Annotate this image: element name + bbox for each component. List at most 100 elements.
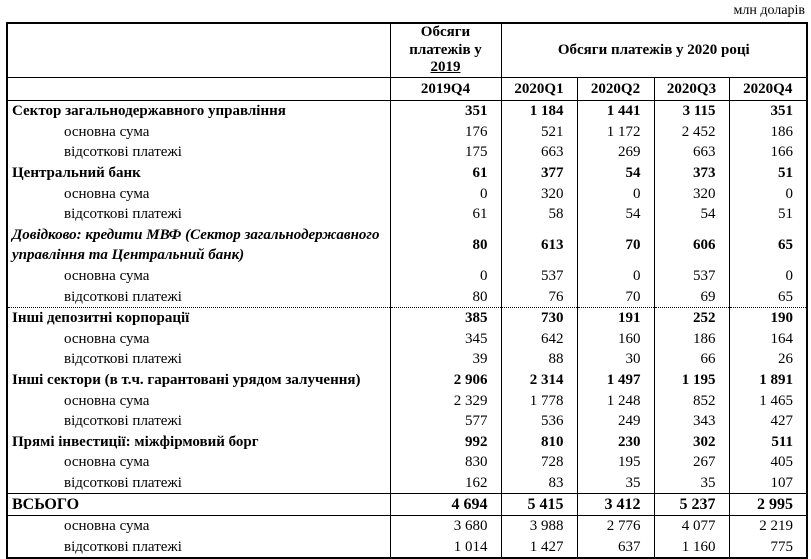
cell-value: 0 xyxy=(728,183,808,204)
cell-value: 1 172 xyxy=(576,121,654,143)
cell-value: 2 995 xyxy=(728,493,808,516)
cell-value: 377 xyxy=(500,162,577,184)
sub-row: відсоткові платежі 61 58 54 54 51 xyxy=(7,203,808,225)
cell-value: 0 xyxy=(389,265,501,287)
cell-value: 65 xyxy=(728,286,808,308)
section-row: Центральний банк 61 377 54 373 51 xyxy=(7,162,808,184)
cell-value: 536 xyxy=(500,410,577,432)
quarter-header-2020q4: 2020Q4 xyxy=(728,77,808,101)
cell-value: 61 xyxy=(389,162,501,184)
cell-value: 83 xyxy=(500,472,577,494)
cell-value: 5 415 xyxy=(500,493,577,516)
cell-value: 80 xyxy=(389,224,501,266)
row-label: Довідково: кредити МВФ (Сектор загальнод… xyxy=(12,226,380,264)
cell-value: 992 xyxy=(389,431,501,453)
header-quarter-row: 2019Q4 2020Q1 2020Q2 2020Q3 2020Q4 xyxy=(7,77,808,101)
section-row: Інші депозитні корпорації 385 730 191 252 190 xyxy=(7,307,808,329)
cell-value: 1 465 xyxy=(728,390,808,411)
cell-value: 343 xyxy=(653,410,729,432)
cell-value: 39 xyxy=(389,349,501,370)
row-label: відсоткові платежі xyxy=(64,413,182,430)
sub-row: відсоткові платежі 80 76 70 69 65 xyxy=(7,286,808,308)
cell-value: 35 xyxy=(576,472,654,494)
cell-value: 1 160 xyxy=(653,536,729,559)
cell-value: 3 680 xyxy=(389,515,501,537)
cell-value: 0 xyxy=(389,183,501,204)
cell-value: 2 452 xyxy=(653,121,729,143)
cell-value: 320 xyxy=(500,183,577,204)
cell-value: 166 xyxy=(728,142,808,163)
sub-row: основна сума 345 642 160 186 164 xyxy=(7,328,808,350)
row-label: основна сума xyxy=(64,330,150,347)
cell-value: 2 219 xyxy=(728,515,808,537)
section-row: Прямі інвестиції: міжфірмовий борг 992 810… xyxy=(7,431,808,453)
row-label: Інші сектори (в т.ч. гарантовані урядом … xyxy=(12,372,361,389)
payments-table: Обсяги платежів у 2019 Обсяги платежів у… xyxy=(6,22,809,559)
cell-value: 186 xyxy=(653,328,729,350)
cell-value: 164 xyxy=(728,328,808,350)
cell-value: 76 xyxy=(500,286,577,308)
cell-value: 186 xyxy=(728,121,808,143)
quarter-header-2020q2: 2020Q2 xyxy=(576,77,654,101)
cell-value: 1 184 xyxy=(500,100,577,122)
cell-value: 642 xyxy=(500,328,577,350)
cell-value: 775 xyxy=(728,536,808,559)
cell-value: 54 xyxy=(576,162,654,184)
cell-value: 4 077 xyxy=(653,515,729,537)
quarter-header-2019q4: 2019Q4 xyxy=(389,77,501,101)
cell-value: 249 xyxy=(576,410,654,432)
sub-row: основна сума 3 680 3 988 2 776 4 077 2 219 xyxy=(7,515,808,537)
cell-value: 195 xyxy=(576,452,654,473)
cell-value: 1 778 xyxy=(500,390,577,411)
cell-value: 537 xyxy=(653,265,729,287)
sub-row: основна сума 0 320 0 320 0 xyxy=(7,183,808,204)
cell-value: 26 xyxy=(728,349,808,370)
cell-value: 51 xyxy=(728,203,808,225)
section-row: Сектор загальнодержавного управління 351 1… xyxy=(7,100,808,122)
cell-value: 51 xyxy=(728,162,808,184)
cell-value: 537 xyxy=(500,265,577,287)
memo-row: Довідково: кредити МВФ (Сектор загальнод… xyxy=(7,224,808,266)
row-label: Прямі інвестиції: міжфірмовий борг xyxy=(12,433,259,450)
cell-value: 58 xyxy=(500,203,577,225)
cell-value: 80 xyxy=(389,286,501,308)
cell-value: 427 xyxy=(728,410,808,432)
cell-value: 637 xyxy=(576,536,654,559)
cell-value: 613 xyxy=(500,224,577,266)
group-header-2020: Обсяги платежів у 2020 році xyxy=(500,23,808,78)
cell-value: 65 xyxy=(728,224,808,266)
row-label: основна сума xyxy=(64,123,150,140)
cell-value: 606 xyxy=(653,224,729,266)
cell-value: 267 xyxy=(653,452,729,473)
cell-value: 269 xyxy=(576,142,654,163)
row-label: ВСЬОГО xyxy=(7,493,390,516)
cell-value: 176 xyxy=(389,121,501,143)
cell-value: 0 xyxy=(576,265,654,287)
cell-value: 351 xyxy=(389,100,501,122)
cell-value: 70 xyxy=(576,286,654,308)
cell-value: 3 412 xyxy=(576,493,654,516)
cell-value: 160 xyxy=(576,328,654,350)
table-header: Обсяги платежів у 2019 Обсяги платежів у… xyxy=(7,23,808,101)
cell-value: 2 776 xyxy=(576,515,654,537)
cell-value: 230 xyxy=(576,431,654,453)
cell-value: 1 195 xyxy=(653,369,729,391)
sub-row: основна сума 2 329 1 778 1 248 852 1 465 xyxy=(7,390,808,411)
header-empty-cell xyxy=(7,77,390,101)
cell-value: 663 xyxy=(500,142,577,163)
sub-row: відсоткові платежі 175 663 269 663 166 xyxy=(7,142,808,163)
cell-value: 252 xyxy=(653,307,729,329)
cell-value: 577 xyxy=(389,410,501,432)
cell-value: 730 xyxy=(500,307,577,329)
sub-row: основна сума 0 537 0 537 0 xyxy=(7,265,808,287)
group-2019-year: 2019 xyxy=(430,59,461,76)
cell-value: 35 xyxy=(653,472,729,494)
cell-value: 405 xyxy=(728,452,808,473)
sub-row: відсоткові платежі 577 536 249 343 427 xyxy=(7,410,808,432)
row-label: основна сума xyxy=(64,518,150,535)
cell-value: 61 xyxy=(389,203,501,225)
sub-row: основна сума 830 728 195 267 405 xyxy=(7,452,808,473)
row-label: відсоткові платежі xyxy=(7,286,390,308)
row-label: основна сума xyxy=(64,454,150,471)
cell-value: 175 xyxy=(389,142,501,163)
